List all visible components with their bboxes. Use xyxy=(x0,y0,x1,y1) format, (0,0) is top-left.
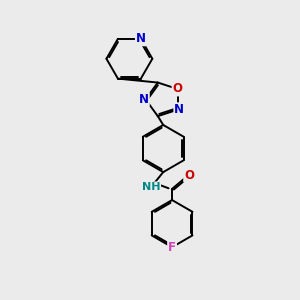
Text: NH: NH xyxy=(142,182,160,192)
Text: O: O xyxy=(172,82,182,95)
Text: F: F xyxy=(168,241,176,254)
Text: N: N xyxy=(174,103,184,116)
Text: O: O xyxy=(184,169,194,182)
Text: N: N xyxy=(139,93,149,106)
Text: N: N xyxy=(136,32,146,45)
